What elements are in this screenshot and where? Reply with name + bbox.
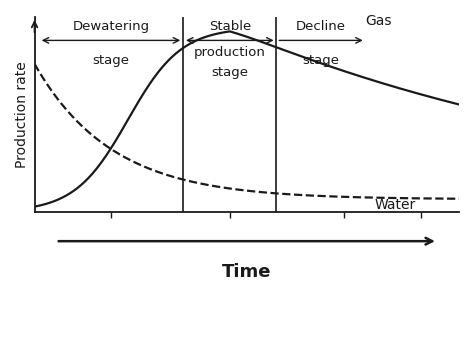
Text: stage: stage xyxy=(211,66,248,79)
Text: stage: stage xyxy=(302,54,339,67)
Text: production: production xyxy=(194,46,266,59)
Text: Water: Water xyxy=(374,198,415,212)
Text: Dewatering: Dewatering xyxy=(73,20,149,33)
Text: stage: stage xyxy=(92,54,129,67)
Text: Stable: Stable xyxy=(209,20,251,33)
Text: Decline: Decline xyxy=(296,20,346,33)
Text: Gas: Gas xyxy=(365,14,392,28)
Y-axis label: Production rate: Production rate xyxy=(15,61,29,168)
Text: Time: Time xyxy=(222,262,272,281)
